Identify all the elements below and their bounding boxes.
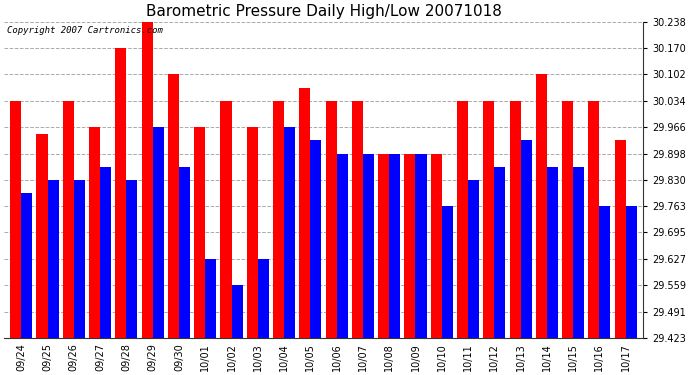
Bar [284,127,295,338]
Bar [626,206,637,338]
Bar [299,88,310,338]
Bar [141,22,152,338]
Bar [378,154,389,338]
Bar [352,101,363,338]
Bar [520,141,531,338]
Title: Barometric Pressure Daily High/Low 20071018: Barometric Pressure Daily High/Low 20071… [146,4,502,19]
Bar [600,206,611,338]
Bar [168,75,179,338]
Bar [442,206,453,338]
Bar [221,101,232,338]
Bar [205,259,216,338]
Bar [536,75,547,338]
Bar [509,101,520,338]
Bar [431,154,442,338]
Bar [547,167,558,338]
Bar [310,141,322,338]
Bar [232,285,243,338]
Bar [457,101,468,338]
Bar [494,167,505,338]
Bar [247,127,258,338]
Bar [115,48,126,338]
Bar [273,101,284,338]
Bar [10,101,21,338]
Bar [589,101,600,338]
Bar [37,134,48,338]
Bar [258,259,269,338]
Bar [326,101,337,338]
Bar [404,154,415,338]
Bar [74,180,85,338]
Bar [615,141,626,338]
Bar [48,180,59,338]
Bar [89,127,100,338]
Bar [389,154,400,338]
Text: Copyright 2007 Cartronics.com: Copyright 2007 Cartronics.com [8,27,164,36]
Bar [179,167,190,338]
Bar [468,180,479,338]
Bar [573,167,584,338]
Bar [152,127,164,338]
Bar [21,193,32,338]
Bar [415,154,426,338]
Bar [562,101,573,338]
Bar [126,180,137,338]
Bar [483,101,494,338]
Bar [363,154,374,338]
Bar [194,127,205,338]
Bar [63,101,74,338]
Bar [337,154,348,338]
Bar [100,167,111,338]
